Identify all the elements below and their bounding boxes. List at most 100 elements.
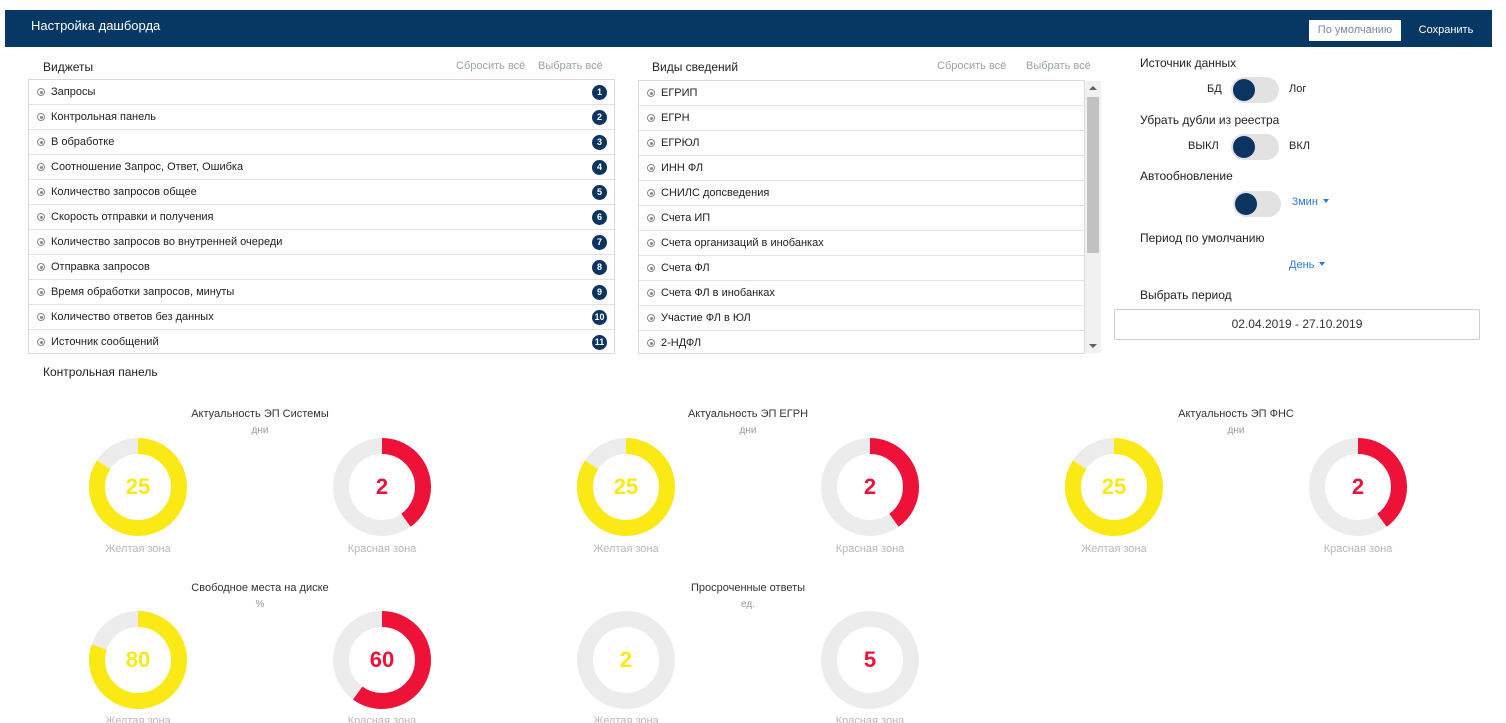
scroll-down-arrow-icon[interactable]	[1089, 344, 1097, 348]
gauge-ring	[333, 438, 431, 536]
widget-item[interactable]: Запросы 1	[29, 80, 614, 105]
default-button[interactable]: По умолчанию	[1309, 20, 1401, 41]
gauge: 5	[820, 610, 920, 710]
top-bar: Настройка дашборда По умолчанию Сохранит…	[5, 10, 1492, 47]
radio-icon[interactable]	[37, 313, 45, 321]
radio-icon[interactable]	[647, 314, 655, 322]
widgets-title: Виджеты	[43, 60, 94, 74]
data-source-toggle[interactable]	[1231, 77, 1279, 103]
default-period-dropdown[interactable]: День	[1289, 259, 1326, 271]
radio-icon[interactable]	[37, 113, 45, 121]
number-badge: 1	[592, 85, 607, 100]
radio-icon[interactable]	[647, 114, 655, 122]
dedup-toggle[interactable]	[1231, 134, 1279, 160]
gauge-arc	[821, 438, 919, 536]
caret-down-icon	[1319, 262, 1326, 267]
info-type-item[interactable]: Счета организаций в инобанках	[639, 231, 1084, 256]
radio-icon[interactable]	[37, 138, 45, 146]
info-type-label: СНИЛС допсведения	[661, 187, 770, 199]
gauge-value: 80	[125, 647, 151, 672]
widget-item[interactable]: Источник сообщений 11	[29, 330, 614, 353]
radio-icon[interactable]	[647, 89, 655, 97]
gauge-value: 25	[613, 474, 639, 499]
gauge: 2	[576, 610, 676, 710]
save-button[interactable]: Сохранить	[1407, 20, 1485, 41]
gauge-value: 25	[125, 474, 151, 499]
info-type-label: 2-НДФЛ	[661, 337, 702, 349]
widget-item[interactable]: Скорость отправки и получения 6	[29, 205, 614, 230]
radio-icon[interactable]	[37, 263, 45, 271]
gauge-value: 25	[1101, 474, 1127, 499]
radio-icon[interactable]	[647, 164, 655, 172]
gauge-group-title: Свободное места на диске	[191, 582, 329, 594]
radio-icon[interactable]	[647, 289, 655, 297]
scrollbar-thumb[interactable]	[1087, 97, 1099, 253]
autoupdate-toggle[interactable]	[1233, 191, 1281, 217]
radio-icon[interactable]	[37, 338, 45, 346]
widget-item-label: Количество запросов общее	[51, 186, 197, 198]
info-types-select-link[interactable]: Выбрать всё	[1026, 60, 1091, 72]
gauge-arc	[1065, 438, 1163, 536]
radio-icon[interactable]	[37, 188, 45, 196]
radio-icon[interactable]	[37, 163, 45, 171]
widget-item[interactable]: Время обработки запросов, минуты 9	[29, 280, 614, 305]
gauge-caption: Желтая зона	[105, 543, 171, 555]
info-type-item[interactable]: ЕГРН	[639, 106, 1084, 131]
widgets-select-link[interactable]: Выбрать всё	[538, 60, 603, 72]
radio-icon[interactable]	[37, 213, 45, 221]
info-type-item[interactable]: Счета ФЛ	[639, 256, 1084, 281]
radio-icon[interactable]	[647, 339, 655, 347]
widget-item[interactable]: Количество запросов общее 5	[29, 180, 614, 205]
gauge-arc	[89, 611, 187, 709]
info-type-label: Счета ИП	[661, 212, 711, 224]
page-title: Настройка дашборда	[31, 18, 161, 33]
info-type-item[interactable]: ИНН ФЛ	[639, 156, 1084, 181]
widget-item[interactable]: Количество запросов во внутренней очеред…	[29, 230, 614, 255]
gauge-caption: Красная зона	[1323, 543, 1393, 555]
info-type-item[interactable]: СНИЛС допсведения	[639, 181, 1084, 206]
gauge: 25	[576, 437, 676, 537]
date-range-field[interactable]: 02.04.2019 - 27.10.2019	[1114, 309, 1480, 340]
gauge-group-unit: дни	[739, 425, 757, 436]
radio-icon[interactable]	[647, 264, 655, 272]
info-types-scrollbar[interactable]	[1085, 81, 1101, 353]
widget-item[interactable]: Отправка запросов 8	[29, 255, 614, 280]
toggle-knob	[1233, 136, 1255, 158]
info-type-item[interactable]: ЕГРИП	[639, 81, 1084, 106]
radio-icon[interactable]	[647, 139, 655, 147]
widgets-reset-link[interactable]: Сбросить всё	[456, 60, 526, 72]
radio-icon[interactable]	[37, 238, 45, 246]
widget-item[interactable]: Контрольная панель 2	[29, 105, 614, 130]
gauge-arc	[89, 438, 187, 536]
info-type-item[interactable]: 2-НДФЛ	[639, 331, 1084, 353]
widget-item-label: Количество ответов без данных	[51, 311, 214, 323]
gauge: 25	[88, 437, 188, 537]
widgets-list: Запросы 1 Контрольная панель 2 В обработке…	[28, 79, 615, 354]
info-type-item[interactable]: ЕГРЮЛ	[639, 131, 1084, 156]
widget-item[interactable]: Количество ответов без данных 10	[29, 305, 614, 330]
info-types-reset-link[interactable]: Сбросить всё	[937, 60, 1007, 72]
number-badge: 3	[592, 135, 607, 150]
gauge-ring	[821, 438, 919, 536]
radio-icon[interactable]	[37, 88, 45, 96]
radio-icon[interactable]	[647, 239, 655, 247]
widget-item[interactable]: Соотношение Запрос, Ответ, Ошибка 4	[29, 155, 614, 180]
widget-item-label: Время обработки запросов, минуты	[51, 286, 235, 298]
number-badge: 9	[592, 285, 607, 300]
gauge-group-unit: %	[255, 599, 265, 610]
info-type-item[interactable]: Счета ФЛ в инобанках	[639, 281, 1084, 306]
info-type-item[interactable]: Счета ИП	[639, 206, 1084, 231]
toggle-knob	[1233, 79, 1255, 101]
info-type-item[interactable]: Участие ФЛ в ЮЛ	[639, 306, 1084, 331]
radio-icon[interactable]	[647, 189, 655, 197]
default-period-value: День	[1289, 259, 1315, 271]
radio-icon[interactable]	[647, 214, 655, 222]
autoupdate-dropdown[interactable]: 3мин	[1292, 196, 1329, 208]
radio-icon[interactable]	[37, 288, 45, 296]
gauge-ring	[577, 438, 675, 536]
widget-item[interactable]: В обработке 3	[29, 130, 614, 155]
gauge: 2	[1308, 437, 1408, 537]
scroll-up-arrow-icon[interactable]	[1089, 86, 1097, 90]
widget-item-label: Соотношение Запрос, Ответ, Ошибка	[51, 161, 244, 173]
gauge-ring	[89, 611, 187, 709]
